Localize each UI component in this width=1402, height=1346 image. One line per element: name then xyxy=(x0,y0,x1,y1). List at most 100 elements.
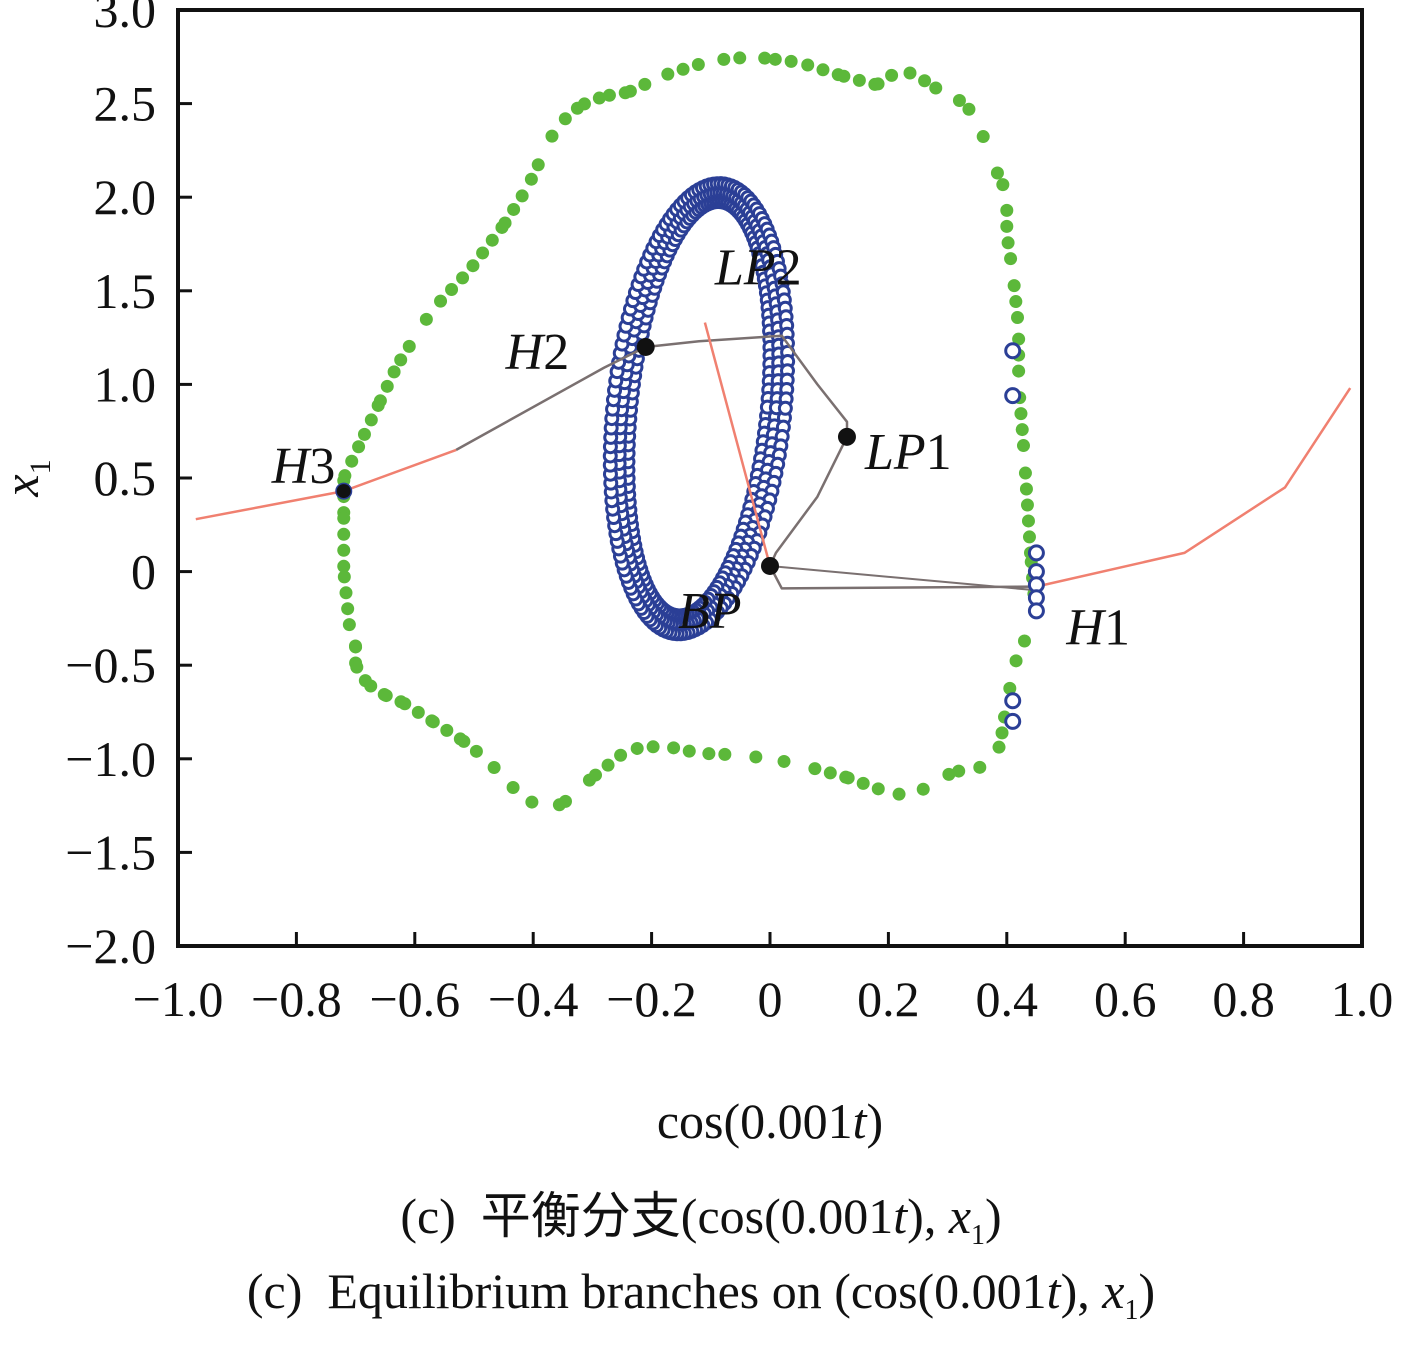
outer-orbit-point xyxy=(831,68,845,82)
outer-orbit-point xyxy=(758,51,772,65)
outer-orbit-point xyxy=(371,398,385,412)
outer-orbit-point xyxy=(545,129,559,143)
outer-orbit-point xyxy=(394,353,408,367)
hopf-markers xyxy=(335,342,1045,730)
point-label-h3: H3 xyxy=(271,438,336,495)
y-tick-labels: 3.0 2.5 2.0 1.5 1.0 0.5 0 −0.5 −1.0 −1.5 −2.0 xyxy=(65,0,156,974)
outer-orbit-point xyxy=(702,747,716,761)
outer-orbit-point xyxy=(1012,332,1026,346)
outer-orbit-point xyxy=(661,67,675,81)
outer-orbit-point xyxy=(602,88,616,102)
x-tick-labels: −1.0 −0.8 −0.6 −0.4 −0.2 0 0.2 0.4 0.6 0.8 1.0 xyxy=(133,971,1394,1027)
outer-orbit-point xyxy=(1000,203,1014,217)
figure-caption-chinese: (c) 平衡分支(cos(0.001t), x1) xyxy=(400,1188,1002,1251)
y-tick-label: −0.5 xyxy=(65,637,156,693)
point-labels: H1 H2 H3 LP1 LP2 BP xyxy=(271,240,1130,657)
y-tick-label: 3.0 xyxy=(94,0,157,38)
outer-orbit-point xyxy=(1007,279,1021,293)
branch-line xyxy=(645,334,849,567)
outer-orbit-point xyxy=(466,259,480,273)
x-axis-title: cos(0.001t) xyxy=(657,1093,883,1149)
outer-orbit-point xyxy=(682,744,696,758)
outer-orbit-point xyxy=(1016,439,1030,453)
point-label-h1: H1 xyxy=(1065,600,1130,657)
outer-orbit-point xyxy=(558,112,572,126)
outer-orbit-point xyxy=(942,767,956,781)
special-points xyxy=(336,337,856,575)
outer-orbit-point xyxy=(992,740,1006,754)
outer-orbit-point xyxy=(380,379,394,393)
outer-orbit-point xyxy=(638,77,652,91)
outer-orbit-point xyxy=(717,52,731,66)
outer-orbit-point xyxy=(646,740,660,754)
outer-orbit-point xyxy=(469,744,483,758)
outer-orbit-point xyxy=(1009,295,1023,309)
outer-orbit-point xyxy=(570,101,584,115)
outer-orbit-point xyxy=(801,58,815,72)
outer-orbit-point xyxy=(808,762,822,776)
outer-orbit-point xyxy=(1019,482,1033,496)
outer-orbit-point xyxy=(337,543,351,557)
outer-orbit-point xyxy=(1000,219,1014,233)
outer-orbit-point xyxy=(337,570,351,584)
outer-orbit-point xyxy=(916,782,930,796)
outer-orbit-point xyxy=(1018,466,1032,480)
outer-orbit-point xyxy=(996,178,1010,192)
outer-orbit-point xyxy=(419,312,433,326)
outer-orbit-point xyxy=(531,158,545,172)
hopf-marker xyxy=(1027,544,1045,562)
outer-orbit-point xyxy=(495,220,509,234)
outer-orbit-point xyxy=(440,723,454,737)
outer-orbit-point xyxy=(918,74,932,88)
outer-orbit-point xyxy=(952,93,966,107)
outer-orbit-point xyxy=(457,734,471,748)
inner-orbit xyxy=(602,176,796,642)
outer-orbit-point xyxy=(1015,423,1029,437)
hopf-marker xyxy=(1004,712,1022,730)
x-tick-label: 0 xyxy=(758,971,783,1027)
x-tick-label: 0.4 xyxy=(976,971,1039,1027)
y-tick-label: 0.5 xyxy=(94,450,157,506)
outer-orbit-point xyxy=(592,91,606,105)
axis-ticks xyxy=(178,102,1246,946)
point-label-bp: BP xyxy=(678,583,742,640)
outer-orbit-point xyxy=(1014,407,1028,421)
outer-orbit-point xyxy=(558,794,572,808)
outer-orbit-point xyxy=(614,748,628,762)
outer-orbit-point xyxy=(357,427,371,441)
outer-orbit-point xyxy=(601,758,615,772)
outer-orbit-point xyxy=(337,559,351,573)
inner-orbit-point xyxy=(777,400,793,416)
outer-orbit-point xyxy=(868,77,882,91)
hopf-marker xyxy=(1027,602,1045,620)
outer-orbit xyxy=(337,51,1042,812)
outer-orbit-point xyxy=(852,73,866,87)
y-tick-label: 2.5 xyxy=(94,76,157,132)
outer-orbit-point xyxy=(588,768,602,782)
outer-orbit-point xyxy=(841,771,855,785)
outer-orbit-point xyxy=(345,454,359,468)
y-tick-label: 2.0 xyxy=(94,169,157,225)
outer-orbit-point xyxy=(903,66,917,80)
outer-orbit-point xyxy=(768,52,782,66)
outer-orbit-point xyxy=(995,726,1009,740)
outer-orbit-point xyxy=(667,741,681,755)
outer-orbit-point xyxy=(364,413,378,427)
x-tick-label: 0.6 xyxy=(1094,971,1157,1027)
hopf-marker xyxy=(1004,692,1022,710)
outer-orbit-point xyxy=(733,51,747,65)
outer-orbit-point xyxy=(1022,530,1036,544)
outer-orbit-point xyxy=(691,57,705,71)
y-tick-label: 1.0 xyxy=(94,356,157,412)
outer-orbit-point xyxy=(339,586,353,600)
branch-line xyxy=(1036,387,1352,588)
outer-orbit-point xyxy=(515,189,529,203)
outer-orbit-point xyxy=(749,750,763,764)
x-tick-label: −0.6 xyxy=(369,971,460,1027)
outer-orbit-point xyxy=(871,782,885,796)
outer-orbit-point xyxy=(952,764,966,778)
x-tick-label: −0.4 xyxy=(488,971,579,1027)
outer-orbit-point xyxy=(411,705,425,719)
outer-orbit-point xyxy=(892,787,906,801)
outer-orbit-point xyxy=(676,62,690,76)
